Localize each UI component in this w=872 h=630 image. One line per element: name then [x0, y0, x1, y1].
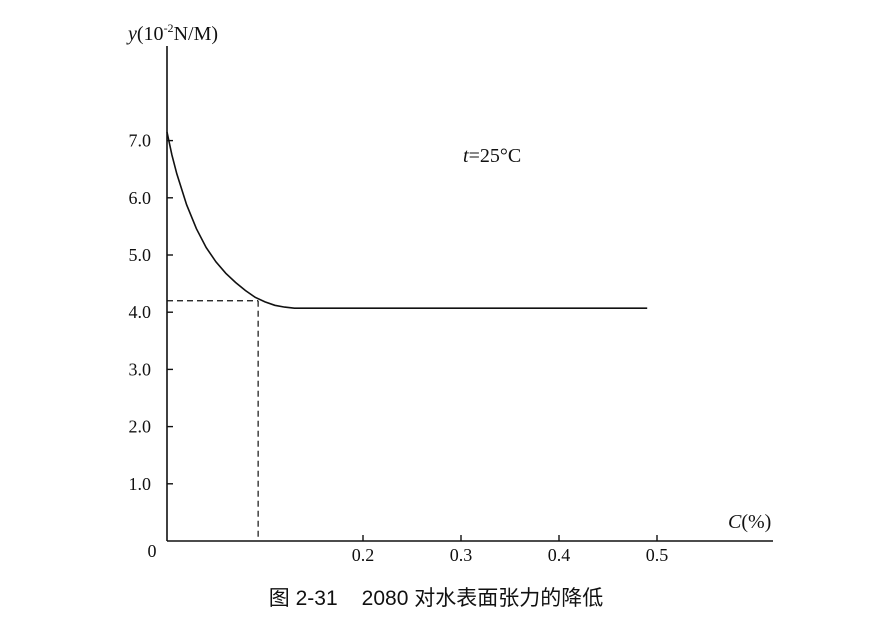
figure-caption: 图 2-31 2080 对水表面张力的降低: [269, 587, 603, 610]
y-tick-label: 2.0: [129, 417, 152, 437]
annotation-var: t: [463, 145, 469, 167]
y-axis-unit-exponent: -2: [164, 21, 174, 35]
x-axis-unit: (%): [741, 511, 771, 533]
x-tick-label: 0.2: [352, 545, 375, 565]
x-tick-label: 0.4: [548, 545, 571, 565]
series-line-surface-tension: [166, 131, 648, 309]
temperature-annotation: t=25°C: [463, 145, 521, 167]
y-tick-label: 3.0: [129, 359, 152, 379]
y-tick-label: 4.0: [129, 302, 152, 322]
caption-text: 2080 对水表面张力的降低: [362, 587, 604, 610]
y-tick-label: 6.0: [129, 188, 152, 208]
y-ticks: 1.0 2.0 3.0 4.0 5.0 6.0 7.0: [129, 131, 173, 494]
caption-figure-number: 图 2-31: [269, 587, 338, 610]
y-tick-label: 1.0: [129, 474, 152, 494]
origin-label: 0: [148, 541, 157, 561]
x-ticks: 0.2 0.3 0.4 0.5: [352, 535, 669, 565]
x-axis-title: C(%): [728, 511, 771, 533]
y-axis-unit-suffix: N/M): [174, 23, 218, 45]
x-tick-label: 0.3: [450, 545, 473, 565]
x-axis-var: C: [728, 511, 742, 533]
x-tick-label: 0.5: [646, 545, 669, 565]
annotation-value: =25°C: [469, 145, 522, 167]
y-axis-var: y: [126, 23, 137, 45]
y-axis-unit-prefix: (10: [137, 23, 164, 45]
y-tick-label: 7.0: [129, 131, 152, 151]
y-tick-label: 5.0: [129, 245, 152, 265]
y-axis-title: y(10-2N/M): [126, 21, 218, 45]
